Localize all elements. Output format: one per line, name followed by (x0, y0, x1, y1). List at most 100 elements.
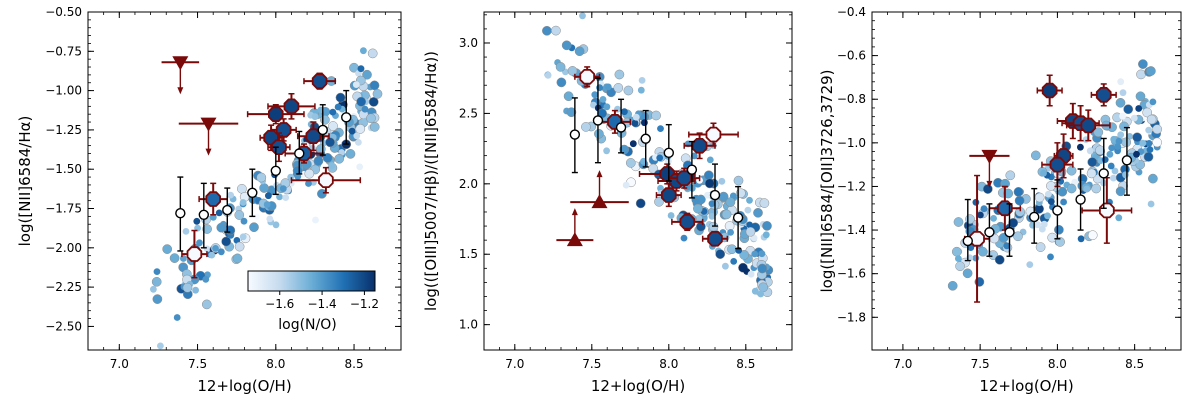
panel-nii-oii: 7.0 7.5 8.0 8.5 −1.8 −1.6 −1.4 −1.2 −1.0 −0.8 −0.6… (818, 5, 1182, 395)
scatter-point (355, 139, 362, 146)
scatter-point (962, 268, 973, 279)
scatter-point (727, 229, 734, 236)
scatter-point (591, 91, 599, 99)
scatter-point (574, 46, 585, 57)
scatter-point (239, 233, 247, 241)
scatter-point (721, 209, 732, 220)
median-point (341, 112, 352, 123)
median-point (1004, 227, 1015, 238)
scatter-point (654, 196, 664, 207)
y-tick-label: −2.00 (45, 241, 82, 255)
scatter-point (614, 69, 625, 80)
ticks: 7.0 7.5 8.0 8.5 1.0 1.5 2.0 2.5 3.0 (459, 12, 793, 371)
scatter-point (221, 236, 232, 247)
scatter-point (746, 221, 753, 229)
scatter-point (657, 184, 664, 192)
limit-markers (969, 149, 1010, 188)
ticks: 7.0 7.5 8.0 8.5 −1.8 −1.6 −1.4 −1.2 −1.0 −0.8 −0.6… (837, 5, 1182, 371)
scatter-point (982, 184, 993, 194)
scatter-point (704, 191, 711, 199)
median-point (569, 129, 581, 140)
stack-point (1041, 82, 1058, 99)
scatter-point (1086, 147, 1094, 155)
y-axis-label: log(([OIII]5007/Hβ)/([NII]6584/Hα)) (422, 51, 440, 311)
scatter-point (196, 239, 203, 247)
x-tick-label: 7.0 (110, 357, 129, 371)
limit-arrow-head (177, 87, 184, 95)
scatter-point (1122, 171, 1129, 179)
stack-point (1080, 117, 1097, 134)
scatter-point (1149, 98, 1157, 106)
scatter-point (718, 191, 729, 202)
colorbar-label: log(N/O) (278, 317, 336, 333)
scatter-point (312, 216, 319, 224)
scatter-point (240, 217, 248, 225)
median-point (222, 204, 233, 216)
scatter-point (1135, 105, 1143, 112)
scatter-point (276, 193, 283, 201)
scatter-point (1145, 126, 1153, 134)
scatter-point (762, 221, 772, 231)
scatter-point (1121, 137, 1132, 148)
scatter-point (360, 47, 367, 55)
scatter-point (305, 180, 312, 187)
colorbar: −1.6 −1.4 −1.2 log(N/O) (247, 270, 379, 333)
axes-frame (483, 11, 793, 351)
scatter-point (551, 25, 561, 36)
scatter-point (1115, 186, 1126, 197)
scatter-point (953, 217, 964, 227)
y-tick-label: 1.5 (459, 247, 478, 261)
scatter-point (1145, 140, 1153, 147)
scatter-point (693, 198, 700, 206)
scatter-point (746, 196, 753, 204)
scatter-point (758, 250, 766, 258)
scatter-point (315, 144, 326, 154)
y-tick-label: −0.6 (837, 49, 866, 63)
scatter-point (566, 107, 577, 118)
scatter-point (579, 12, 586, 20)
y-tick-label: 2.0 (459, 177, 478, 191)
scatter-point (216, 222, 227, 233)
scatter-point (1095, 145, 1105, 156)
median-point (1052, 205, 1063, 216)
scatter-point (1117, 131, 1125, 139)
stack-points (181, 72, 362, 279)
upper-limit-point (200, 117, 217, 132)
scatter-point (1045, 190, 1052, 198)
y-tick-label: 1.0 (459, 318, 478, 332)
stack-point (691, 137, 708, 154)
scatter-point (1055, 237, 1065, 247)
scatter-point (722, 262, 729, 270)
scatter-point (1030, 150, 1041, 161)
scatter-point (622, 181, 630, 189)
scatter-point (1111, 167, 1119, 175)
scatter-point (320, 114, 330, 125)
scatter-point (594, 128, 604, 139)
scatter-point (739, 250, 750, 260)
scatter-point (567, 66, 578, 76)
scatter-point (1046, 181, 1056, 191)
stack-point (661, 187, 677, 203)
scatter-point (1110, 174, 1117, 182)
median-points (569, 77, 744, 250)
scatter-point (637, 86, 645, 94)
scatter-point (758, 282, 769, 293)
scatter-point (1040, 169, 1047, 177)
scatter-point (266, 215, 274, 223)
scatter-point (759, 198, 770, 208)
scatter-point (212, 245, 219, 252)
scatter-point (965, 214, 975, 224)
scatter-point (1083, 185, 1091, 193)
scatter-point (287, 173, 295, 181)
limit-arrow-head (986, 180, 993, 188)
scatter-point (631, 119, 639, 127)
scatter-point (651, 110, 661, 121)
scatter-point (1047, 253, 1054, 261)
scatter-point (352, 81, 360, 88)
median-point (1075, 194, 1086, 205)
scatter-cloud (150, 47, 383, 350)
y-tick-label: −1.2 (837, 179, 866, 193)
scatter-point (1146, 146, 1154, 154)
y-tick-label: −1.8 (837, 310, 866, 324)
scatter-point (641, 119, 648, 127)
